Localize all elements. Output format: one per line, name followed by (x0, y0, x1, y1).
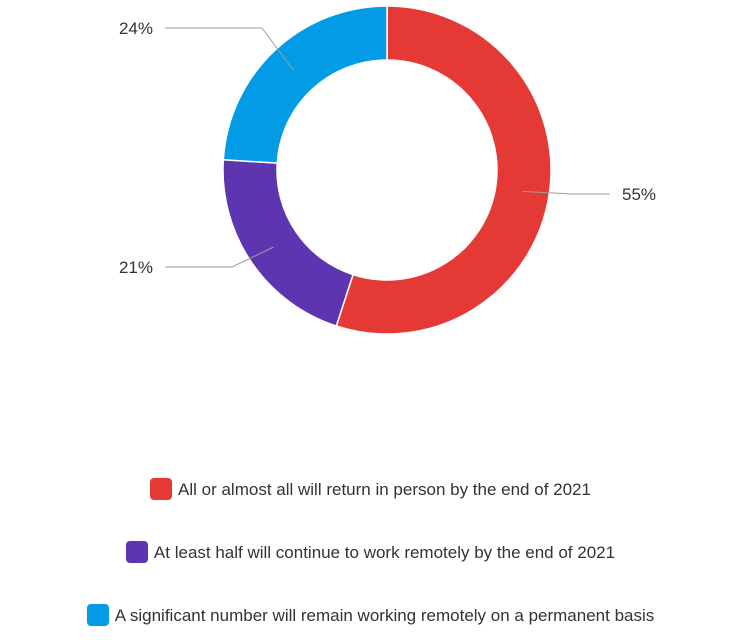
legend-label: At least half will continue to work remo… (153, 543, 616, 562)
donut-slice-1[interactable] (222, 158, 354, 327)
slice-labels: 55% 21% 24% (119, 19, 656, 277)
donut-slices (222, 5, 552, 335)
legend-label: A significant number will remain working… (114, 606, 655, 625)
legend-swatch (86, 604, 109, 626)
leader-line-2 (165, 27, 294, 71)
donut-slice-2[interactable] (222, 5, 388, 164)
donut-slice-0[interactable] (335, 5, 552, 335)
legend-swatch (125, 541, 148, 563)
legend-label: All or almost all will return in person … (178, 480, 591, 499)
slice-percent-label-1: 21% (119, 258, 153, 277)
legend-item-half-remote[interactable]: At least half will continue to work remo… (0, 541, 741, 564)
leader-line-1 (165, 246, 274, 268)
slice-percent-label-2: 24% (119, 19, 153, 38)
slice-percent-label-0: 55% (622, 185, 656, 204)
leader-line-0 (522, 190, 610, 195)
legend-swatch (150, 478, 173, 500)
legend-item-return-in-person[interactable]: All or almost all will return in person … (0, 478, 741, 501)
legend-item-permanent-remote[interactable]: A significant number will remain working… (0, 604, 741, 627)
donut-chart: 55% 21% 24% (119, 5, 656, 335)
leader-lines (165, 27, 610, 268)
